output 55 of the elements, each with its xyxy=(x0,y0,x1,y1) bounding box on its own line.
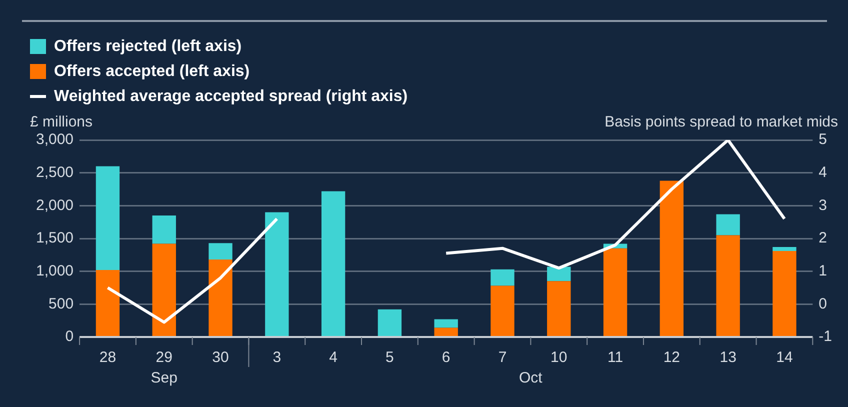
x-tick-label: 5 xyxy=(386,349,394,366)
bar xyxy=(208,243,232,260)
x-tick-label: 11 xyxy=(607,349,624,366)
bar xyxy=(490,286,514,336)
y-tick-label: 1,500 xyxy=(36,230,74,247)
x-tick-label: 30 xyxy=(212,349,229,366)
x-tick-label: 10 xyxy=(550,349,568,366)
bar xyxy=(265,212,289,336)
y2-tick-label: 2 xyxy=(818,230,828,247)
y-tick-label: 2,000 xyxy=(36,196,74,214)
x-tick-label: 14 xyxy=(776,349,793,366)
bar xyxy=(321,191,346,336)
bar xyxy=(434,328,458,336)
y2-tick-label: 3 xyxy=(818,196,828,214)
bar xyxy=(96,166,120,270)
y2-tick-label: 0 xyxy=(818,295,828,312)
text: Sep xyxy=(150,370,178,387)
x-tick-label: 6 xyxy=(442,349,450,366)
legend-label: Offers rejected (left axis) xyxy=(53,37,243,57)
legend-label: Weighted average accepted spread (right axis) xyxy=(53,87,408,107)
bar xyxy=(772,247,796,251)
x-tick-label: 13 xyxy=(720,349,736,366)
bar xyxy=(152,216,176,244)
y2-axis-title: Basis points spread to market mids xyxy=(604,114,838,131)
bar xyxy=(603,248,628,336)
bar xyxy=(152,244,176,336)
bar xyxy=(660,180,684,336)
bar xyxy=(208,260,232,336)
x-tick-label: 4 xyxy=(329,349,338,366)
y2-tick-label: -1 xyxy=(818,328,832,346)
y-tick-label: 3,000 xyxy=(36,131,74,148)
bar xyxy=(434,319,458,328)
text: Oct xyxy=(519,370,544,387)
y-tick-label: 1,000 xyxy=(36,262,74,280)
x-tick-label: 3 xyxy=(272,349,282,366)
bar xyxy=(772,250,796,336)
y-axis-title: £ millions xyxy=(30,114,93,131)
y-tick-label: 500 xyxy=(48,295,74,312)
bar xyxy=(378,309,402,336)
bar xyxy=(547,266,571,282)
bar xyxy=(96,270,120,336)
bar xyxy=(716,235,740,336)
y-tick-label: 2,500 xyxy=(36,164,74,181)
y2-tick-label: 1 xyxy=(818,262,828,280)
y-tick-label: 0 xyxy=(65,328,74,346)
y2-tick-label: 5 xyxy=(818,131,828,148)
bar xyxy=(490,269,514,286)
bar xyxy=(716,214,740,236)
x-tick-label: 29 xyxy=(156,349,172,366)
x-tick-label: 12 xyxy=(663,349,680,366)
bar xyxy=(547,281,571,336)
legend-label: Offers accepted (left axis) xyxy=(53,62,251,82)
x-tick-label: 28 xyxy=(99,349,116,366)
x-tick-label: 7 xyxy=(498,349,507,366)
y2-tick-label: 4 xyxy=(818,164,828,181)
